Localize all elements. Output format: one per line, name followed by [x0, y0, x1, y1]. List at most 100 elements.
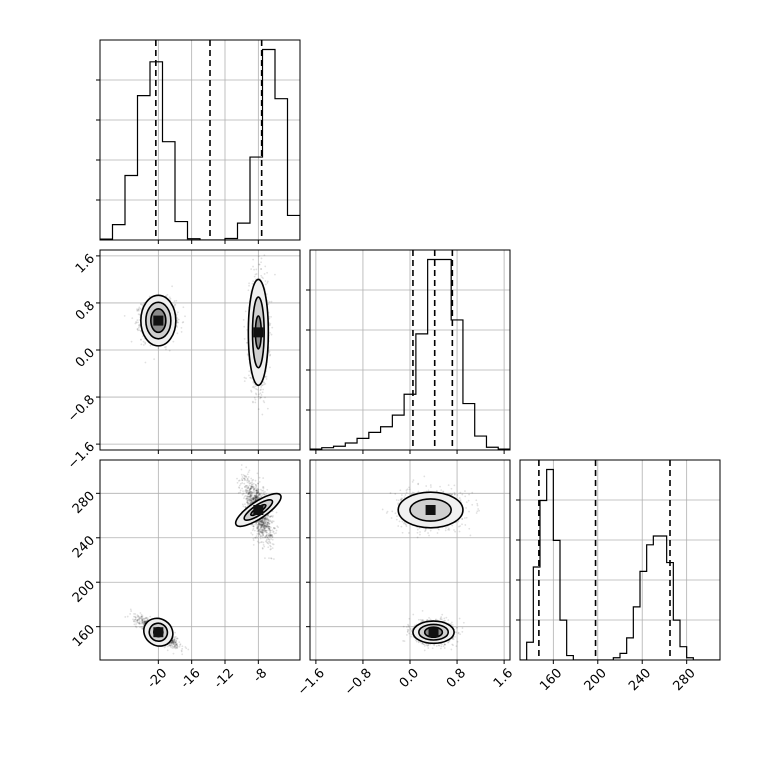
scatter_x_z-point	[141, 619, 144, 621]
scatter_x_z-point	[134, 618, 137, 621]
scatter_x_y-point	[153, 358, 156, 361]
scatter_x_z-point	[169, 644, 172, 647]
scatter_x_z-point	[262, 520, 264, 523]
scatter_x_z-point	[254, 496, 257, 499]
scatter_x_z-point	[171, 641, 174, 644]
scatter_x_z-point	[250, 477, 253, 480]
scatter_x_z-point	[268, 534, 270, 537]
scatter_x_z-point	[256, 492, 258, 494]
scatter_x_y-ytick-label: 0.8	[73, 298, 98, 323]
scatter_x_z-point	[249, 495, 252, 498]
scatter_x_z-point	[141, 615, 143, 618]
scatter_x_z-point	[173, 636, 176, 639]
scatter_x_z-point	[269, 534, 271, 537]
scatter_x_y-point	[252, 258, 255, 261]
scatter_x_z-point	[263, 493, 266, 496]
scatter_x_y-point	[137, 329, 139, 332]
scatter_x_z-point	[251, 485, 253, 487]
scatter_x_z-point	[134, 618, 137, 621]
scatter_x_z-point	[252, 525, 255, 528]
scatter_x_z-point	[171, 640, 174, 643]
scatter_x_z-point	[172, 643, 175, 646]
scatter_x_z-point	[252, 525, 255, 528]
hist_z-xtick-label: 160	[537, 666, 565, 694]
scatter_x_z-ytick-label: 280	[70, 489, 98, 517]
scatter_x_z-point	[262, 520, 265, 523]
scatter_x_z-point	[244, 478, 246, 481]
scatter_x_z-point	[258, 493, 261, 496]
scatter_x_z-point	[266, 517, 269, 520]
scatter_x_z-point	[261, 518, 264, 521]
scatter_x_z-point	[174, 641, 177, 644]
scatter_x_z-point	[133, 612, 135, 615]
scatter_x_z-point	[267, 518, 270, 521]
scatter_x_z-point	[134, 625, 137, 628]
scatter_x_z-point	[265, 534, 268, 537]
scatter_x_z-point	[255, 493, 258, 496]
hist_z-xtick-label: 280	[671, 666, 699, 694]
scatter_x_z-point	[144, 620, 147, 623]
scatter_x_z-point	[268, 534, 271, 536]
scatter_x_z-point	[255, 498, 257, 501]
scatter_x_z-point	[248, 491, 250, 494]
scatter_x_z-point	[254, 494, 256, 497]
scatter_x_z-point	[262, 491, 265, 494]
scatter_x_y-point	[252, 385, 255, 388]
scatter_x_z-point	[175, 640, 178, 643]
scatter_x_z-point	[172, 639, 175, 642]
scatter_x_z-point	[245, 479, 248, 482]
scatter_x_z-point	[271, 516, 274, 518]
scatter_x_z-point	[247, 487, 249, 490]
scatter_x_z-point	[268, 539, 271, 541]
scatter_x_z-point	[264, 527, 267, 530]
scatter_x_z-point	[133, 618, 136, 621]
scatter_x_z-point	[173, 645, 176, 648]
scatter_x_z-point	[263, 526, 266, 529]
scatter_x_z-point	[240, 468, 243, 471]
scatter_x_z-point	[185, 647, 188, 650]
scatter_x_z-point	[264, 518, 267, 521]
scatter_x_z-point	[248, 498, 251, 501]
scatter_x_z-point	[245, 486, 248, 489]
scatter_x_y-point	[139, 303, 142, 305]
scatter_x_y-point	[255, 387, 257, 390]
scatter_x_z-point	[268, 525, 271, 528]
scatter_x_y-point	[268, 323, 271, 326]
scatter_x_z-point	[267, 521, 269, 524]
scatter_x_z-point	[254, 479, 257, 482]
scatter_x_y-point	[257, 408, 260, 410]
scatter_x_z-point	[140, 613, 143, 616]
scatter_x_y-point	[180, 331, 183, 333]
scatter_x_y-point	[244, 310, 247, 313]
scatter_x_z-point	[254, 483, 257, 486]
scatter_x_z-point	[173, 638, 176, 640]
scatter_x_y-point	[248, 282, 250, 285]
scatter_x_z-point	[242, 477, 245, 480]
scatter_x_z-point	[249, 502, 252, 505]
scatter_x_z-point	[258, 531, 261, 534]
scatter_x_y-point	[251, 377, 253, 380]
scatter_x_y-point	[255, 273, 258, 275]
scatter_x_z-point	[176, 646, 179, 648]
scatter_x_z-point	[134, 615, 137, 618]
scatter_x_y-point	[260, 384, 263, 387]
scatter_x_y-point	[252, 265, 254, 268]
scatter_x_z-point	[265, 517, 267, 520]
scatter_x_z-point	[270, 557, 272, 560]
scatter_x_y-point	[252, 280, 255, 283]
scatter_x_z-point	[258, 530, 261, 533]
scatter_x_z-point	[250, 487, 252, 490]
scatter_x_z-point	[247, 503, 250, 505]
scatter_x_z-point	[251, 485, 254, 488]
scatter_x_y-point	[137, 308, 140, 311]
scatter_x_z-point	[263, 522, 266, 525]
scatter_x_z-point	[259, 530, 261, 533]
scatter_x_z-point	[251, 529, 254, 532]
scatter_x_y-point	[245, 377, 247, 380]
scatter_x_z-point	[173, 639, 176, 642]
scatter_x_z-point	[237, 479, 240, 482]
scatter_x_z-point	[266, 536, 269, 539]
scatter_x_y-point	[243, 325, 246, 328]
scatter_x_z-point	[262, 521, 265, 524]
scatter_x_z-point	[246, 501, 249, 504]
